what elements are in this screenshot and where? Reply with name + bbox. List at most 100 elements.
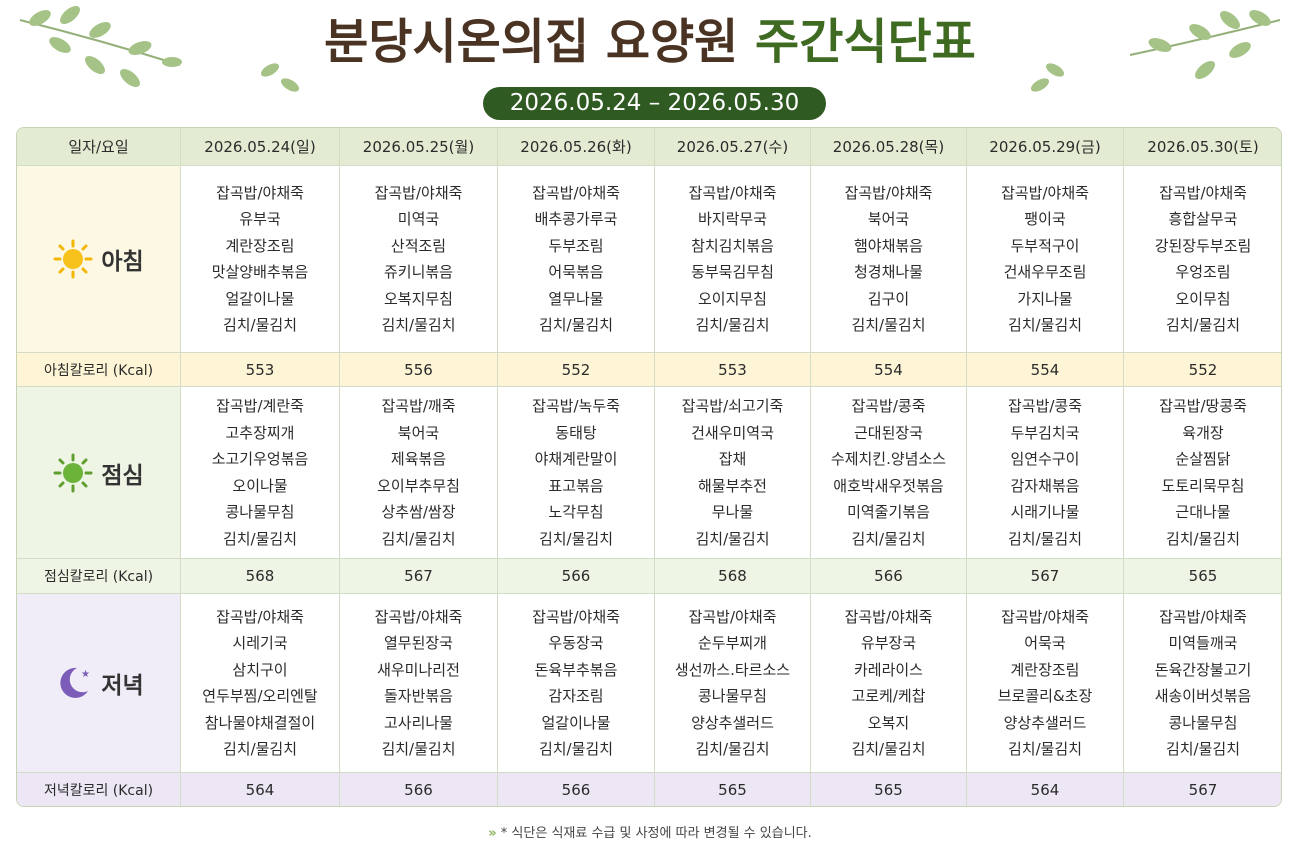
menu-item: 열무나물 (548, 289, 604, 308)
menu-item: 동부묵김무침 (691, 263, 774, 281)
date-header: 2026.05.29(금) (967, 128, 1124, 166)
menu-item: 두부적구이 (1010, 236, 1080, 255)
menu-item: 오이지무침 (697, 289, 767, 308)
calorie-value: 552 (498, 353, 655, 387)
calorie-value: 552 (1124, 353, 1281, 387)
menu-item: 소고기우엉볶음 (211, 450, 309, 468)
menu-item: 콩나물무침 (697, 687, 767, 705)
menu-cell: 잡곡밥/깨죽 북어국 제육볶음 오이부추무침 상추쌈/쌈장 김치/물김치 (340, 387, 498, 559)
menu-item: 김치/물김치 (1165, 740, 1241, 758)
menu-cell: 잡곡밥/녹두죽 동태탕 야채계란말이 표고볶음 노각무침 김치/물김치 (498, 387, 655, 559)
menu-item: 무나물 (711, 503, 754, 521)
menu-items: 잡곡밥/콩죽 근대된장국 수제치킨.양념소스 애호박새우젓볶음 미역줄기볶음 김치/물김치 (831, 393, 946, 552)
menu-items: 잡곡밥/깨죽 북어국 제육볶음 오이부추무침 상추쌈/쌈장 김치/물김치 (377, 393, 460, 552)
menu-item: 김치/물김치 (222, 316, 298, 334)
menu-item: 근대나물 (1175, 503, 1231, 521)
menu-item: 김치/물김치 (851, 529, 926, 548)
menu-item: 어묵국 (1024, 634, 1066, 652)
menu-item: 잡곡밥/깨죽 (381, 397, 456, 415)
calorie-value: 566 (498, 773, 655, 806)
menu-item: 애호박새우젓볶음 (833, 476, 944, 495)
footer-icon: » (488, 826, 497, 841)
menu-items: 잡곡밥/야채죽 북어국 햄야채볶음 청경채나물 김구이 김치/물김치 (845, 180, 933, 339)
menu-item: 미역국 (397, 210, 440, 228)
menu-item: 산적조림 (390, 236, 447, 255)
date-header: 2026.05.27(수) (655, 128, 811, 166)
menu-item: 미역들깨국 (1168, 634, 1238, 652)
menu-cell: 잡곡밥/야채죽 유부국 계란장조림 맛살양배추볶음 얼갈이나물 김치/물김치 (181, 166, 340, 353)
menu-item: 우동장국 (548, 634, 604, 652)
menu-item: 잡곡밥/야채죽 (844, 607, 933, 626)
menu-item: 야채계란말이 (534, 450, 618, 468)
menu-item: 김치/물김치 (381, 740, 456, 758)
menu-item: 두부조림 (548, 236, 604, 255)
menu-item: 돈육부추볶음 (534, 660, 618, 679)
calorie-value: 567 (967, 559, 1124, 594)
menu-items: 잡곡밥/야채죽 배추콩가루국 두부조림 어묵볶음 열무나물 김치/물김치 (532, 180, 620, 339)
menu-item: 해물부추전 (697, 476, 767, 495)
menu-item: 감자채볶음 (1010, 476, 1080, 495)
menu-item: 도토리묵무침 (1161, 476, 1245, 495)
menu-item: 잡곡밥/야채죽 (216, 607, 304, 626)
meal-label: 아침 (17, 166, 181, 353)
title-main: 분당시온의집 요양원 (324, 14, 739, 70)
menu-item: 잡채 (718, 450, 747, 468)
menu-cell: 잡곡밥/야채죽 배추콩가루국 두부조림 어묵볶음 열무나물 김치/물김치 (498, 166, 655, 353)
menu-item: 김치/물김치 (851, 316, 926, 334)
menu-cell: 잡곡밥/계란죽 고추장찌개 소고기우엉볶음 오이나물 콩나물무침 김치/물김치 (181, 387, 340, 559)
menu-cell: 잡곡밥/야채죽 미역들깨국 돈육간장불고기 새송이버섯볶음 콩나물무침 김치/물김치 (1124, 594, 1281, 773)
calorie-value: 565 (655, 773, 811, 806)
menu-item: 시레기국 (232, 634, 288, 652)
menu-item: 시래기나물 (1010, 503, 1080, 521)
calorie-value: 568 (181, 559, 340, 594)
menu-item: 동태탕 (555, 423, 597, 442)
menu-item: 노각무침 (548, 503, 604, 521)
menu-item: 잡곡밥/녹두죽 (532, 397, 620, 415)
menu-item: 오이나물 (232, 476, 288, 495)
menu-item: 배추콩가루국 (534, 210, 618, 228)
menu-items: 잡곡밥/야채죽 흥합살무국 강된장두부조림 우엉조림 오이무침 김치/물김치 (1155, 180, 1252, 339)
menu-item: 북어국 (397, 423, 440, 442)
menu-item: 김치/물김치 (695, 740, 770, 758)
menu-item: 우엉조림 (1175, 263, 1231, 281)
menu-cell: 잡곡밥/야채죽 미역국 산적조림 쥬키니볶음 오복지무침 김치/물김치 (340, 166, 498, 353)
menu-items: 잡곡밥/야채죽 열무된장국 새우미나리전 돌자반볶음 고사리나물 김치/물김치 (375, 604, 463, 763)
menu-items: 잡곡밥/야채죽 어묵국 계란장조림 브로콜리&초장 양상추샐러드 김치/물김치 (998, 604, 1093, 763)
menu-item: 잡곡밥/야채죽 (688, 183, 777, 202)
calorie-value: 566 (811, 559, 967, 594)
menu-item: 김치/물김치 (1165, 529, 1241, 548)
menu-item: 고로케/케찹 (851, 687, 926, 705)
menu-item: 가지나물 (1017, 289, 1073, 308)
date-header: 2026.05.28(목) (811, 128, 967, 166)
menu-item: 김구이 (867, 289, 910, 308)
menu-items: 잡곡밥/땅콩죽 육개장 순살찜닭 도토리묵무침 근대나물 김치/물김치 (1159, 393, 1247, 552)
meal-label: 점심 (17, 387, 181, 559)
menu-cell: 잡곡밥/야채죽 순두부찌개 생선까스.타르소스 콩나물무침 양상추샐러드 김치/물김치 (655, 594, 811, 773)
svg-text:★: ★ (81, 669, 90, 680)
menu-item: 김치/물김치 (1007, 316, 1083, 334)
menu-item: 김치/물김치 (538, 740, 614, 758)
menu-item: 팽이국 (1024, 210, 1066, 228)
menu-item: 순살찜닭 (1175, 450, 1231, 468)
menu-item: 미역줄기볶음 (847, 503, 930, 521)
menu-item: 고사리나물 (383, 713, 453, 732)
menu-item: 오복지 (867, 713, 910, 732)
menu-item: 제육볶음 (390, 450, 447, 468)
menu-item: 잡곡밥/콩죽 (851, 397, 926, 415)
menu-item: 유부장국 (860, 634, 917, 652)
menu-item: 상추쌈/쌈장 (381, 503, 456, 521)
meal-name: 아침 (101, 249, 144, 275)
menu-item: 잡곡밥/야채죽 (216, 183, 304, 202)
menu-items: 잡곡밥/야채죽 유부장국 카레라이스 고로케/케찹 오복지 김치/물김치 (845, 604, 933, 763)
menu-item: 표고볶음 (548, 476, 604, 495)
calorie-label: 저녁칼로리 (Kcal) (17, 773, 181, 806)
menu-item: 육개장 (1182, 423, 1224, 442)
calorie-value: 567 (340, 559, 498, 594)
menu-item: 콩나물무침 (225, 503, 295, 521)
menu-item: 두부김치국 (1010, 423, 1080, 442)
menu-items: 잡곡밥/계란죽 고추장찌개 소고기우엉볶음 오이나물 콩나물무침 김치/물김치 (212, 393, 309, 552)
menu-item: 맛살양배추볶음 (211, 263, 309, 281)
calorie-value: 554 (967, 353, 1124, 387)
menu-items: 잡곡밥/야채죽 팽이국 두부적구이 건새우무조림 가지나물 김치/물김치 (1001, 180, 1089, 339)
